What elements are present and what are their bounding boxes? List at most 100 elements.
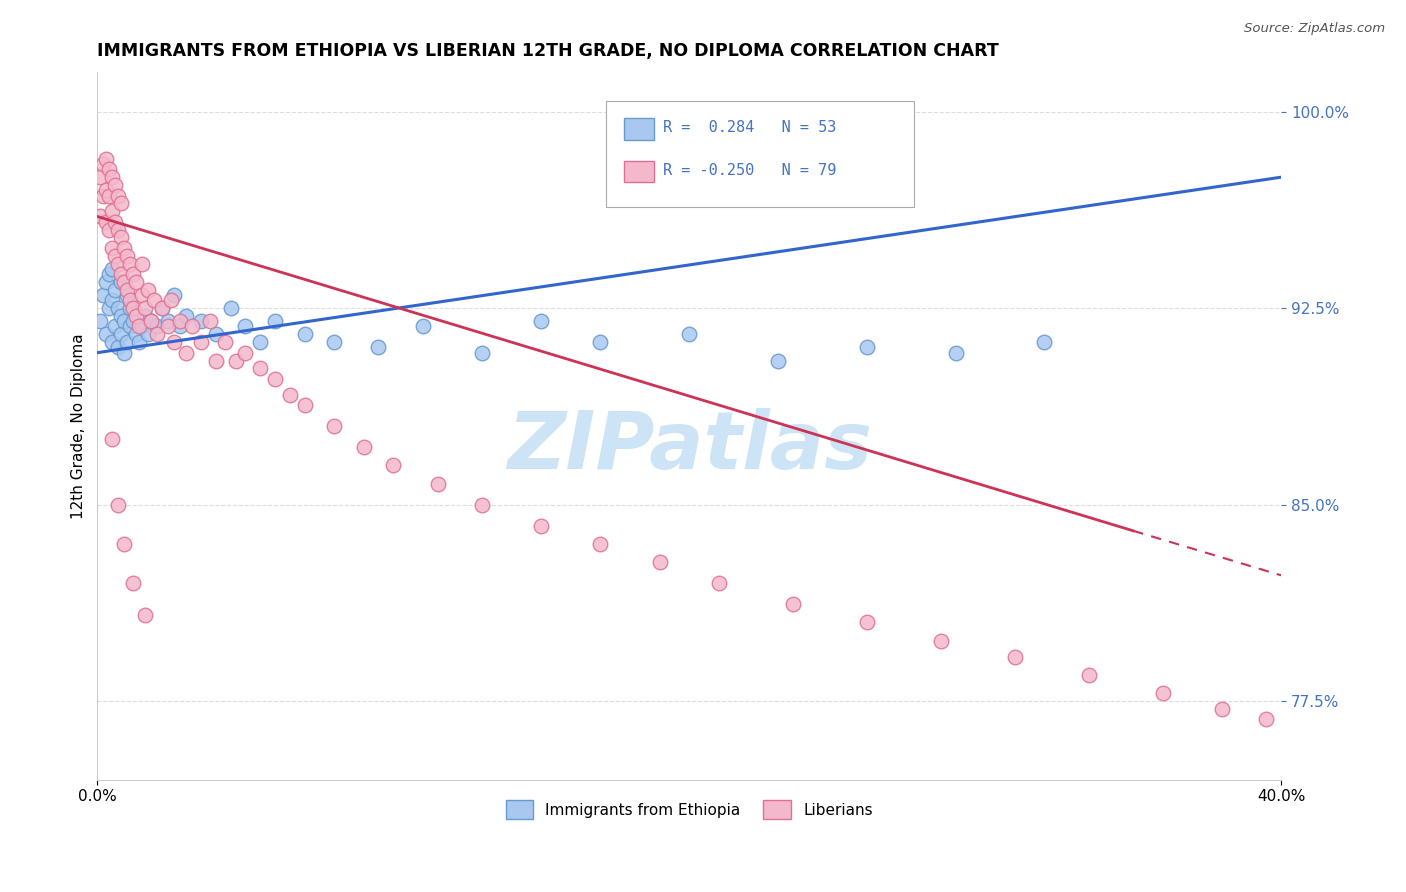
Point	[134, 309, 156, 323]
Point	[190, 335, 212, 350]
Point	[121, 314, 143, 328]
Point	[1152, 686, 1174, 700]
Point	[782, 597, 804, 611]
Point	[174, 345, 197, 359]
Point	[128, 335, 150, 350]
Point	[98, 162, 121, 177]
Point	[136, 283, 159, 297]
Point	[249, 361, 271, 376]
Point	[101, 432, 124, 446]
Point	[115, 335, 138, 350]
Point	[204, 327, 226, 342]
Point	[323, 335, 346, 350]
Point	[855, 615, 877, 630]
Point	[125, 275, 148, 289]
Point	[1004, 649, 1026, 664]
Point	[589, 537, 612, 551]
Point	[249, 335, 271, 350]
Point	[382, 458, 405, 473]
Point	[945, 345, 967, 359]
Point	[91, 157, 114, 171]
Point	[353, 440, 375, 454]
Text: IMMIGRANTS FROM ETHIOPIA VS LIBERIAN 12TH GRADE, NO DIPLOMA CORRELATION CHART: IMMIGRANTS FROM ETHIOPIA VS LIBERIAN 12T…	[97, 42, 1000, 60]
Point	[107, 301, 129, 315]
Point	[471, 345, 494, 359]
Point	[110, 267, 132, 281]
Point	[121, 301, 143, 315]
Point	[219, 301, 242, 315]
Point	[169, 319, 191, 334]
Point	[98, 267, 121, 281]
Point	[112, 537, 135, 551]
Point	[104, 319, 127, 334]
Point	[160, 293, 183, 308]
Point	[89, 210, 111, 224]
Point	[107, 341, 129, 355]
Point	[1256, 712, 1278, 726]
Point	[112, 241, 135, 255]
Point	[107, 188, 129, 202]
Point	[112, 275, 135, 289]
Point	[152, 301, 174, 315]
Y-axis label: 12th Grade, No Diploma: 12th Grade, No Diploma	[72, 334, 86, 519]
Point	[169, 314, 191, 328]
Point	[204, 353, 226, 368]
Point	[118, 293, 141, 308]
Point	[110, 196, 132, 211]
Point	[181, 319, 204, 334]
Point	[89, 170, 111, 185]
Point	[131, 319, 153, 334]
Point	[471, 498, 494, 512]
Point	[233, 345, 256, 359]
Point	[294, 398, 316, 412]
Point	[101, 261, 124, 276]
Bar	[624, 119, 654, 140]
Point	[648, 555, 671, 569]
Point	[152, 301, 174, 315]
Point	[115, 283, 138, 297]
FancyBboxPatch shape	[606, 101, 914, 207]
Point	[855, 341, 877, 355]
Point	[107, 257, 129, 271]
Point	[101, 335, 124, 350]
Point	[145, 319, 167, 334]
Point	[134, 607, 156, 622]
Point	[118, 257, 141, 271]
Point	[367, 341, 389, 355]
Point	[115, 288, 138, 302]
Point	[110, 230, 132, 244]
Point	[278, 387, 301, 401]
Point	[190, 314, 212, 328]
Point	[101, 170, 124, 185]
Point	[142, 293, 165, 308]
Point	[530, 314, 553, 328]
Point	[139, 314, 162, 328]
Point	[214, 335, 236, 350]
Point	[323, 419, 346, 434]
Point	[112, 345, 135, 359]
Point	[96, 183, 118, 197]
Point	[110, 327, 132, 342]
Point	[101, 293, 124, 308]
Point	[115, 249, 138, 263]
Point	[157, 319, 180, 334]
Point	[131, 257, 153, 271]
Point	[107, 222, 129, 236]
Point	[1211, 702, 1233, 716]
Point	[98, 301, 121, 315]
Point	[104, 178, 127, 192]
Bar	[624, 161, 654, 182]
Point	[131, 288, 153, 302]
Point	[98, 222, 121, 236]
Text: Source: ZipAtlas.com: Source: ZipAtlas.com	[1244, 22, 1385, 36]
Point	[412, 319, 434, 334]
Point	[121, 267, 143, 281]
Point	[163, 288, 186, 302]
Point	[294, 327, 316, 342]
Point	[530, 518, 553, 533]
Point	[766, 353, 789, 368]
Point	[96, 215, 118, 229]
Point	[89, 314, 111, 328]
Point	[929, 633, 952, 648]
Point	[233, 319, 256, 334]
